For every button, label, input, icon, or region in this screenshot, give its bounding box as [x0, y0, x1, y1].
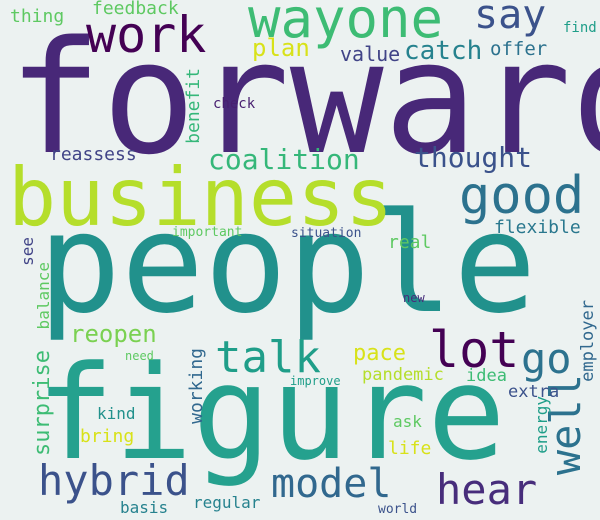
word-employer: employer: [578, 300, 598, 382]
word-people: people: [38, 183, 537, 344]
word-go: go: [521, 334, 572, 383]
word-talk: talk: [215, 332, 321, 383]
word-hybrid: hybrid: [38, 456, 190, 505]
word-say: say: [474, 0, 547, 38]
word-see: see: [18, 237, 37, 266]
word-pace: pace: [353, 341, 406, 366]
word-find: find: [563, 20, 597, 36]
word-new: new: [403, 291, 425, 305]
word-lot: lot: [429, 321, 520, 379]
word-forward: forward: [8, 7, 600, 189]
word-important: important: [172, 225, 243, 240]
word-good: good: [459, 166, 585, 226]
word-energy: energy: [532, 396, 551, 454]
word-surprise: surprise: [30, 350, 55, 456]
word-model: model: [271, 461, 392, 507]
word-pandemic: pandemic: [362, 365, 444, 385]
word-reassess: reassess: [50, 144, 137, 165]
word-work: work: [86, 6, 207, 64]
word-hear: hear: [436, 465, 538, 514]
word-extra: extra: [508, 382, 560, 402]
word-flexible: flexible: [494, 217, 581, 238]
word-regular: regular: [193, 493, 261, 512]
word-improve: improve: [290, 374, 341, 388]
word-coalition: coalition: [208, 143, 360, 176]
word-situation: situation: [291, 226, 362, 241]
word-wayone: wayone: [248, 0, 444, 50]
word-benefit: benefit: [183, 68, 204, 144]
word-balance: balance: [34, 262, 53, 330]
word-check: check: [213, 96, 256, 112]
word-plan: plan: [252, 34, 310, 62]
word-feedback: feedback: [92, 0, 179, 19]
word-kind: kind: [97, 404, 136, 423]
word-real: real: [388, 232, 432, 253]
word-offer: offer: [490, 38, 548, 60]
word-value: value: [340, 42, 401, 66]
word-catch: catch: [404, 36, 483, 66]
word-thought: thought: [414, 141, 533, 174]
word-thing: thing: [10, 6, 65, 27]
word-business: business: [8, 151, 394, 244]
word-need: need: [125, 349, 154, 363]
word-bring: bring: [80, 426, 135, 447]
word-idea: idea: [466, 366, 507, 386]
word-figure: figure: [36, 337, 506, 489]
word-life: life: [388, 438, 432, 459]
word-ask: ask: [393, 412, 422, 431]
word-world: world: [378, 502, 418, 517]
word-reopen: reopen: [70, 320, 157, 348]
word-working: working: [186, 348, 207, 424]
word-basis: basis: [120, 498, 169, 517]
